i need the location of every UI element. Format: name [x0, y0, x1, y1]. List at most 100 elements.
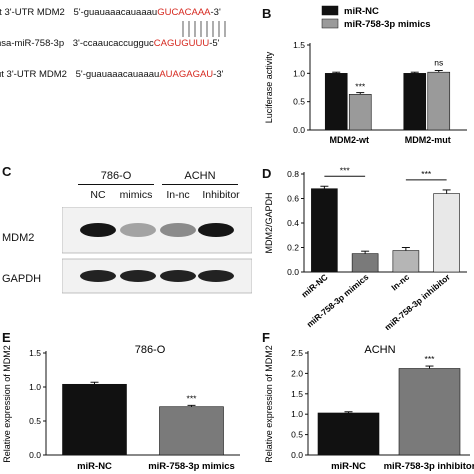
- y-tick-label: 0.5: [293, 97, 305, 107]
- seq-row-wt: rt 3'-UTR MDM2 5'-guauaaacauaaauGUCACAAA…: [0, 7, 221, 18]
- y-axis-label: MDM2/GAPDH: [264, 192, 274, 253]
- y-tick-label: 0.0: [291, 450, 303, 460]
- bar: [62, 383, 127, 456]
- bar: [351, 253, 379, 273]
- x-tick-label: MDM2-wt: [330, 135, 370, 145]
- panel-label-e: E: [2, 330, 11, 345]
- y-tick-label: 1.0: [29, 382, 41, 392]
- seq-tail: -5': [209, 38, 220, 49]
- panel-label-f: F: [262, 330, 270, 345]
- chart-title: 786-O: [135, 344, 166, 356]
- blot-row-label-mdm2: MDM2: [2, 232, 35, 244]
- cell-line-786o-bracket: [78, 184, 154, 185]
- bar: [348, 94, 372, 131]
- legend-swatch: [321, 5, 339, 16]
- x-tick-label: miR-758-3p mimics: [148, 461, 235, 472]
- blot-band: [80, 223, 116, 237]
- y-tick-label: 1.0: [293, 68, 305, 78]
- y-axis-label: Luciferase activity: [264, 51, 274, 123]
- significance-label: ***: [340, 165, 351, 175]
- seq-row-mut: ut 3'-UTR MDM2 5'-guauaaacauaaauAUAGAGAU…: [0, 69, 223, 80]
- blot-image: [62, 207, 252, 294]
- y-axis-label: Relative expression of MDM2: [2, 345, 12, 463]
- panel-label-d: D: [262, 166, 272, 181]
- seq-red: CAGUGUUU: [153, 38, 210, 49]
- y-tick-label: 0.4: [287, 218, 299, 228]
- blot-band: [160, 223, 196, 237]
- blot-band: [198, 270, 234, 282]
- bar: [392, 250, 420, 273]
- lane-label: NC: [90, 189, 106, 201]
- y-tick-label: 0.2: [287, 243, 299, 253]
- seq-row-label: rt 3'-UTR MDM2: [0, 7, 65, 18]
- y-tick-label: 0.5: [291, 430, 303, 440]
- x-tick-label: In-nc: [389, 272, 411, 293]
- legend-label: miR-NC: [344, 6, 379, 17]
- chart-b-luciferase: 0.0 0.5 1.0 1.5 Luciferase activity miR-NC miR…: [264, 5, 467, 145]
- blot-band: [120, 223, 156, 237]
- seq-tail: -3': [213, 69, 224, 80]
- y-tick-label: 0.0: [287, 267, 299, 277]
- y-tick-label: 0.0: [293, 125, 305, 135]
- lane-label: Inhibitor: [202, 189, 240, 201]
- y-tick-label: 2.0: [291, 368, 303, 378]
- blot-band: [160, 270, 196, 282]
- chart-e-786o: 0.0 0.5 1.0 1.5 Relative expression of MDM2 7…: [2, 344, 240, 472]
- y-tick-label: 0.5: [29, 416, 41, 426]
- bar: [324, 73, 348, 131]
- lane-label: mimics: [119, 189, 153, 201]
- seq-row-label: ut 3'-UTR MDM2: [0, 69, 67, 80]
- significance-label: ns: [434, 58, 443, 68]
- significance-label: ***: [355, 82, 366, 92]
- bar: [427, 71, 451, 131]
- panel-label-b: B: [262, 6, 272, 21]
- blot-band: [198, 223, 234, 237]
- lane-label: In-nc: [166, 189, 190, 201]
- blot-band: [80, 270, 116, 282]
- x-tick-label: miR-758-3p inhibitor: [383, 271, 453, 330]
- bar: [433, 193, 460, 273]
- x-tick-label: miR-NC: [77, 461, 112, 472]
- chart-title: ACHN: [364, 344, 395, 356]
- bar: [159, 406, 224, 456]
- cell-line-achn: ACHN: [184, 170, 216, 182]
- legend-label: miR-758-3p mimics: [344, 19, 431, 30]
- seq-black: 5'-guauaaacauaaau: [75, 69, 160, 80]
- y-tick-label: 1.5: [291, 389, 303, 399]
- seq-row-mirna: hsa-miR-758-3p 3'-ccaaucaccuggucCAGUGUUU…: [0, 38, 219, 49]
- panel-label-c: C: [2, 164, 12, 179]
- x-tick-label: miR-NC: [331, 461, 366, 472]
- y-tick-label: 1.0: [291, 409, 303, 419]
- base-pairing-lines: [182, 21, 226, 37]
- bar: [398, 368, 461, 456]
- y-tick-label: 1.5: [293, 40, 305, 50]
- blot-band: [120, 270, 156, 282]
- x-tick-label: miR-NC: [299, 272, 329, 300]
- seq-tail: -3': [210, 7, 221, 18]
- seq-red: GUCACAAA: [157, 7, 211, 18]
- y-tick-label: 0.8: [287, 169, 299, 179]
- bar: [403, 73, 427, 131]
- chart-d-mdm2-gapdh: 0.0 0.2 0.4 0.6 0.8 MDM2/GAPDH miR-NC miR-758-3…: [264, 165, 467, 330]
- y-tick-label: 2.5: [291, 348, 303, 358]
- cell-line-786o: 786-O: [100, 170, 132, 182]
- chart-f-achn: 0.0 0.5 1.0 1.5 2.0 2.5 Relative expression of…: [264, 344, 474, 472]
- blot-row-label-gapdh: GAPDH: [2, 273, 42, 285]
- y-tick-label: 1.5: [29, 348, 41, 358]
- bar: [317, 412, 380, 456]
- seq-black: 5'-guauaaacauaaau: [73, 7, 158, 18]
- legend-swatch: [321, 18, 339, 29]
- seq-black: 3'-ccaaucaccugguc: [72, 38, 154, 49]
- y-axis-label: Relative expression of MDM2: [264, 345, 274, 463]
- bar: [311, 188, 338, 273]
- y-tick-label: 0.0: [29, 450, 41, 460]
- significance-label: ***: [187, 393, 198, 403]
- seq-row-label: hsa-miR-758-3p: [0, 38, 65, 49]
- x-tick-label: miR-758-3p inhibitor: [384, 461, 474, 472]
- seq-red: AUAGAGAU: [159, 69, 214, 80]
- y-tick-label: 0.6: [287, 194, 299, 204]
- significance-label: ***: [425, 354, 436, 364]
- cell-line-achn-bracket: [162, 184, 238, 185]
- x-tick-label: MDM2-mut: [405, 135, 451, 145]
- significance-label: ***: [421, 169, 432, 179]
